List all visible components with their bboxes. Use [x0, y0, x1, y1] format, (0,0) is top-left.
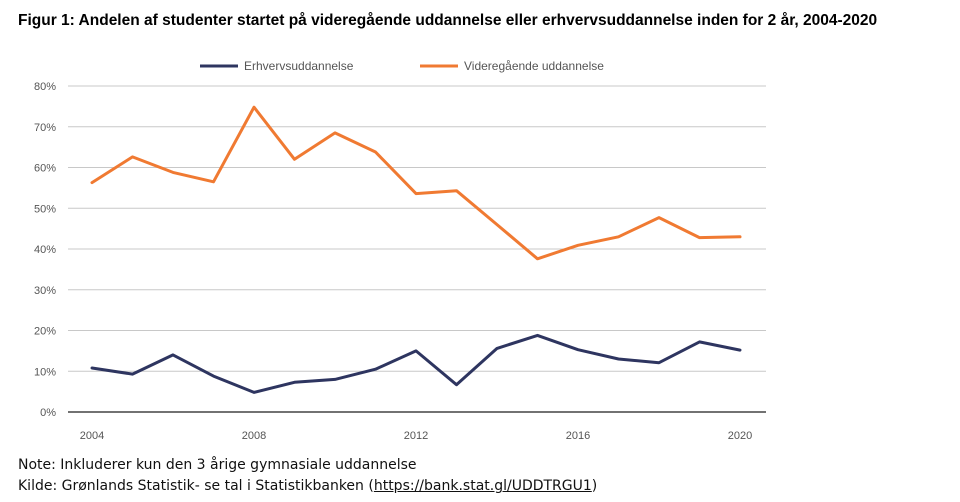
source-link[interactable]: https://bank.stat.gl/UDDTRGU1	[373, 478, 592, 494]
series-line-videregaaende-uddannelse	[90, 105, 742, 261]
x-tick-label: 2012	[404, 430, 428, 442]
legend-label: Erhvervsuddannelse	[244, 59, 354, 73]
y-axis-ticks: 0% 10% 20% 30% 40% 50% 60% 70% 80%	[34, 81, 56, 419]
chart-source: Kilde: Grønlands Statistik- se tal i Sta…	[18, 478, 597, 494]
y-tick-label: 60%	[34, 163, 56, 175]
y-tick-label: 20%	[34, 326, 56, 338]
y-tick-label: 30%	[34, 285, 56, 297]
y-tick-label: 70%	[34, 122, 56, 134]
source-suffix: )	[591, 478, 598, 494]
chart-title: Figur 1: Andelen af studenter startet på…	[18, 12, 878, 29]
chart-grid	[68, 85, 766, 413]
y-tick-label: 80%	[34, 81, 56, 93]
series-line-erhvervsuddannelse	[90, 333, 742, 394]
legend-label: Videregående uddannelse	[464, 59, 604, 73]
y-tick-label: 0%	[40, 407, 56, 419]
x-tick-label: 2008	[242, 430, 266, 442]
chart-legend: Erhvervsuddannelse Videregående uddannels…	[200, 59, 604, 73]
y-tick-label: 40%	[34, 244, 56, 256]
x-axis-ticks: 2004 2008 2012 2016 2020	[80, 430, 752, 442]
line-chart: 0%10%20%30%40%50%60%70%80% 2004 2008 2012 2…	[34, 59, 766, 442]
y-tick-label: 10%	[34, 366, 56, 378]
x-tick-label: 2020	[728, 430, 752, 442]
source-prefix: Kilde: Grønlands Statistik- se tal i Sta…	[18, 478, 374, 494]
x-tick-label: 2016	[566, 430, 590, 442]
y-tick-label: 50%	[34, 203, 56, 215]
chart-note: Note: Inkluderer kun den 3 årige gymnasi…	[18, 457, 417, 473]
chart-series	[90, 105, 742, 394]
x-tick-label: 2004	[80, 430, 104, 442]
